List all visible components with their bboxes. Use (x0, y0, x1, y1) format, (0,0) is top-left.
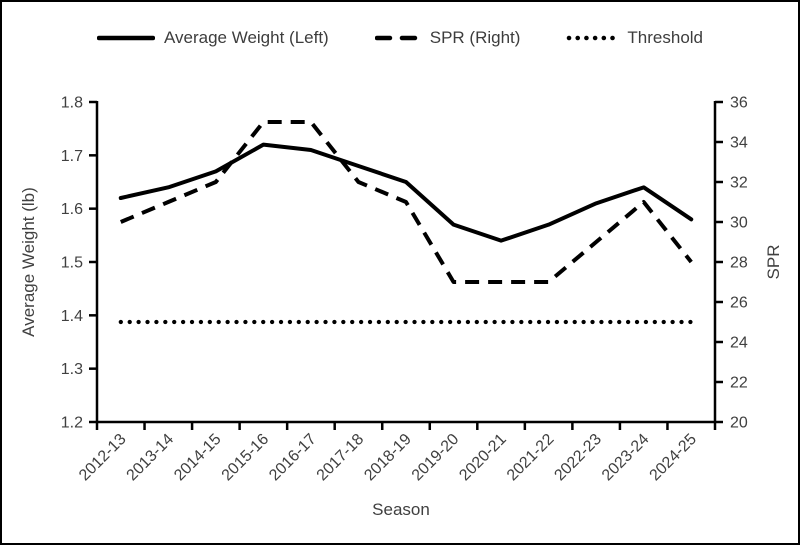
series-average-weight-left (118, 142, 694, 243)
right-axis-tick-label: 28 (730, 255, 748, 272)
right-axis-tick-label: 34 (730, 135, 748, 152)
legend-item-threshold: Threshold (566, 28, 703, 48)
right-axis-tick-label: 22 (730, 375, 748, 392)
right-axis-title: SPR (764, 245, 783, 280)
x-axis-tick-label: 2018-19 (361, 431, 415, 485)
right-axis-tick-label: 36 (730, 95, 748, 112)
right-axis-tick-label: 32 (730, 175, 748, 192)
left-axis-tick-label: 1.3 (61, 361, 83, 378)
x-axis-title: Season (372, 500, 430, 519)
x-axis-tick-label: 2017-18 (314, 431, 368, 485)
right-axis-tick-label: 26 (730, 295, 748, 312)
dotted-line-swatch-icon (567, 35, 619, 41)
left-axis-tick-label: 1.7 (61, 148, 83, 165)
legend-item-average-weight: Average Weight (Left) (96, 28, 329, 48)
left-axis-tick-label: 1.6 (61, 201, 83, 218)
x-axis-tick-label: 2024-25 (647, 431, 701, 485)
x-axis-tick-label: 2022-23 (551, 431, 605, 485)
solid-line-swatch-icon (96, 35, 155, 41)
x-axis-tick-label: 2023-24 (599, 431, 653, 485)
legend-label-spr: SPR (Right) (429, 28, 521, 47)
x-axis-tick-label: 2012-13 (76, 431, 130, 485)
right-axis-tick-label: 24 (730, 335, 748, 352)
left-axis-title: Average Weight (lb) (19, 187, 38, 337)
legend: Average Weight (Left) SPR (Right) Thresh… (96, 28, 703, 48)
left-axis-tick-label: 1.8 (61, 95, 83, 112)
x-axis-tick-label: 2013-14 (124, 431, 178, 485)
legend-label-average-weight: Average Weight (Left) (163, 28, 329, 47)
legend-label-threshold: Threshold (627, 28, 704, 47)
right-axis-tick-label: 30 (730, 215, 748, 232)
legend-item-spr: SPR (Right) (374, 28, 521, 48)
x-axis-tick-label: 2021-22 (504, 431, 558, 485)
left-axis-tick-label: 1.5 (61, 255, 83, 272)
x-axis-tick-label: 2015-16 (219, 431, 273, 485)
x-axis-tick-label: 2014-15 (171, 431, 225, 485)
dashed-line-swatch-icon (374, 35, 421, 41)
x-axis-tick-label: 2020-21 (456, 431, 510, 485)
x-axis-tick-label: 2016-17 (266, 431, 320, 485)
left-axis-tick-label: 1.4 (61, 308, 83, 325)
series-spr-right (119, 120, 693, 284)
right-axis-tick-label: 20 (730, 415, 748, 432)
x-axis-tick-label: 2019-20 (409, 431, 463, 485)
left-axis-tick-label: 1.2 (61, 415, 83, 432)
